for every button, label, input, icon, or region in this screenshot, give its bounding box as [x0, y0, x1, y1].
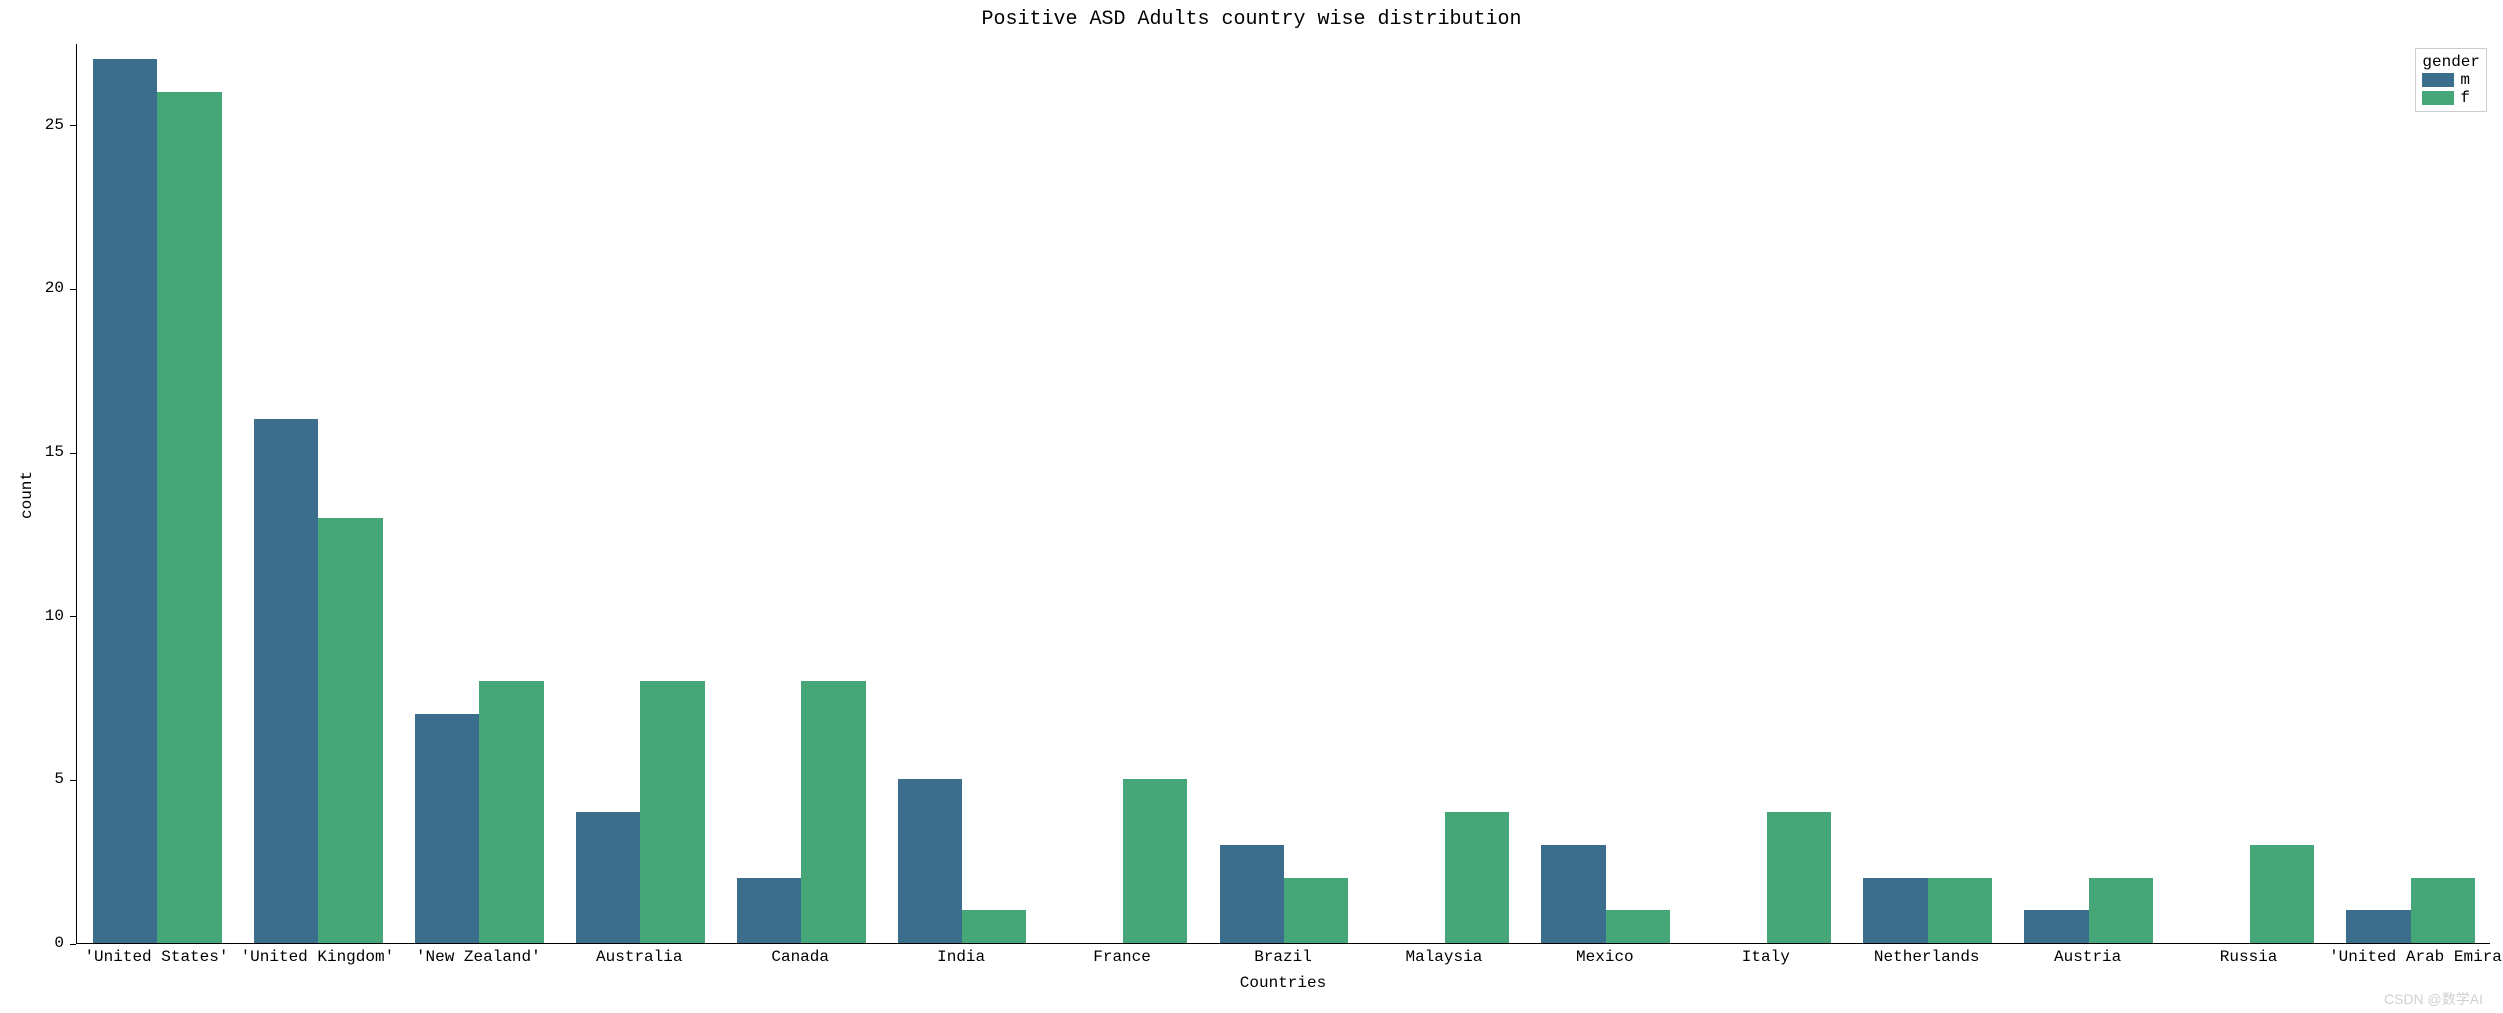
bar	[737, 878, 801, 943]
legend: gender m f	[2415, 48, 2487, 112]
y-tick-label: 0	[0, 934, 64, 952]
bar	[415, 714, 479, 943]
bar	[1928, 878, 1992, 943]
bar	[157, 92, 221, 943]
bar	[318, 518, 382, 943]
x-tick-label: Italy	[1685, 948, 1846, 966]
legend-swatch-m	[2422, 73, 2454, 87]
legend-item-f: f	[2422, 89, 2480, 107]
bar	[1284, 878, 1348, 943]
y-axis-label: count	[18, 471, 36, 519]
bar	[1541, 845, 1605, 943]
y-tick-mark	[70, 289, 76, 290]
bar	[2411, 878, 2475, 943]
bar	[640, 681, 704, 943]
bar	[1606, 910, 1670, 943]
x-tick-label: 'United Kingdom'	[237, 948, 398, 966]
chart-title: Positive ASD Adults country wise distrib…	[0, 8, 2503, 31]
bar	[1123, 779, 1187, 943]
y-tick-label: 25	[0, 116, 64, 134]
bar	[898, 779, 962, 943]
bar	[962, 910, 1026, 943]
x-tick-label: Canada	[720, 948, 881, 966]
y-tick-mark	[70, 616, 76, 617]
y-tick-label: 20	[0, 279, 64, 297]
legend-swatch-f	[2422, 91, 2454, 105]
y-tick-mark	[70, 944, 76, 945]
bar	[801, 681, 865, 943]
x-tick-label: India	[881, 948, 1042, 966]
y-tick-mark	[70, 453, 76, 454]
chart-container: Positive ASD Adults country wise distrib…	[0, 0, 2503, 1013]
legend-label-m: m	[2460, 71, 2470, 89]
y-tick-label: 10	[0, 607, 64, 625]
bar	[2250, 845, 2314, 943]
bar	[2346, 910, 2410, 943]
x-tick-label: Australia	[559, 948, 720, 966]
bar	[2024, 910, 2088, 943]
x-tick-label: Netherlands	[1846, 948, 2007, 966]
y-tick-label: 15	[0, 443, 64, 461]
x-tick-label: Russia	[2168, 948, 2329, 966]
legend-label-f: f	[2460, 89, 2470, 107]
bar	[2089, 878, 2153, 943]
bar	[93, 59, 157, 943]
x-tick-label: 'United Arab Emirates'	[2329, 948, 2490, 966]
bar	[1863, 878, 1927, 943]
x-tick-label: Mexico	[1524, 948, 1685, 966]
x-tick-label: Malaysia	[1363, 948, 1524, 966]
bar	[254, 419, 318, 943]
y-tick-label: 5	[0, 770, 64, 788]
bar	[1445, 812, 1509, 943]
x-tick-label: 'New Zealand'	[398, 948, 559, 966]
x-tick-label: 'United States'	[76, 948, 237, 966]
x-axis-label: Countries	[76, 974, 2490, 992]
bar	[1220, 845, 1284, 943]
watermark: CSDN @数学AI	[2384, 989, 2483, 1009]
x-tick-label: Austria	[2007, 948, 2168, 966]
x-tick-label: Brazil	[1203, 948, 1364, 966]
bar	[479, 681, 543, 943]
y-tick-mark	[70, 125, 76, 126]
legend-title: gender	[2422, 53, 2480, 71]
y-tick-mark	[70, 780, 76, 781]
bar	[576, 812, 640, 943]
bar	[1767, 812, 1831, 943]
plot-area	[76, 44, 2490, 944]
x-tick-label: France	[1042, 948, 1203, 966]
legend-item-m: m	[2422, 71, 2480, 89]
